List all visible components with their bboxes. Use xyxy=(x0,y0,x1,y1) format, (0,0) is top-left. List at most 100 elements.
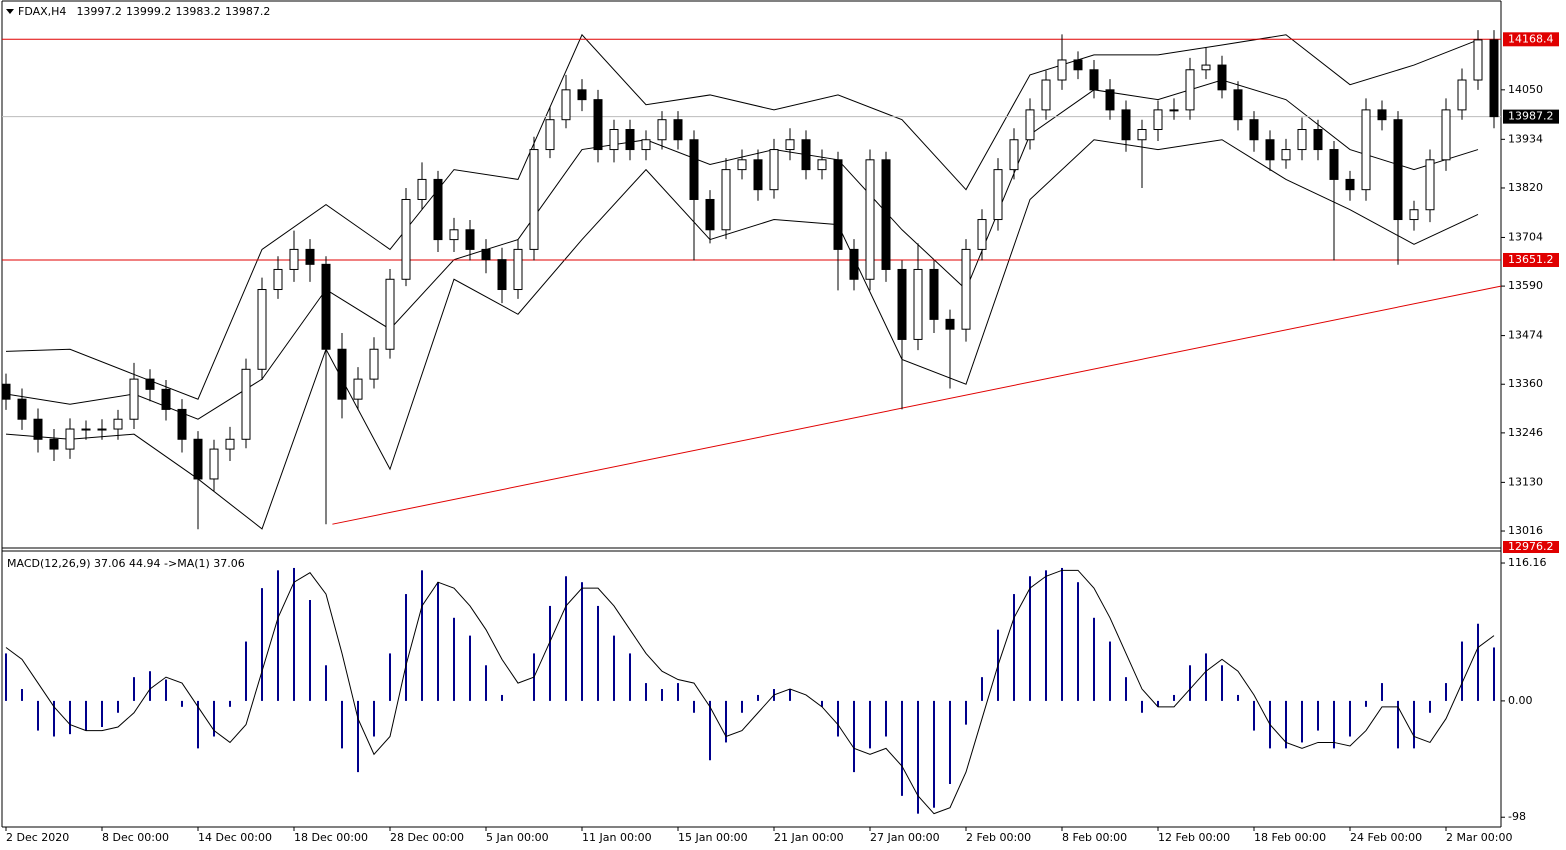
macd-bar xyxy=(421,570,423,701)
candle-body xyxy=(97,428,107,431)
symbol: FDAX,H4 xyxy=(18,5,66,18)
macd-bar xyxy=(5,653,7,701)
candle-body xyxy=(545,119,555,151)
macd-bar xyxy=(245,641,247,701)
candle-body xyxy=(1297,129,1307,151)
candle-body xyxy=(33,418,43,440)
macd-bar xyxy=(1301,700,1303,743)
macd-bar xyxy=(181,700,183,707)
header-value: 13999.2 xyxy=(126,5,172,18)
macd-bar xyxy=(1189,665,1191,701)
macd-bar xyxy=(645,683,647,701)
macd-bar xyxy=(1445,683,1447,701)
candle-body xyxy=(497,259,507,291)
macd-bar xyxy=(85,700,87,731)
macd-bar xyxy=(725,700,727,743)
macd-bar xyxy=(501,694,503,701)
y-tick-label: 0.00 xyxy=(1508,694,1533,707)
candle-body xyxy=(49,438,59,450)
macd-bar xyxy=(133,677,135,701)
macd-bar xyxy=(1205,653,1207,701)
candle-body xyxy=(897,268,907,340)
candle-body xyxy=(1233,89,1243,121)
macd-bar xyxy=(1221,665,1223,701)
macd-bar xyxy=(1029,576,1031,701)
macd-bar xyxy=(933,700,935,808)
candle-body xyxy=(353,378,363,400)
macd-bar xyxy=(789,689,791,701)
candle-body xyxy=(1457,79,1467,111)
candle-body xyxy=(385,278,395,350)
trendline xyxy=(332,285,1502,525)
y-tick-label: 13704 xyxy=(1508,230,1543,243)
candle-body xyxy=(1025,109,1035,141)
x-tick-label: 8 Dec 00:00 xyxy=(102,831,169,844)
candle-body xyxy=(561,89,571,121)
macd-bar xyxy=(949,700,951,784)
candle-body xyxy=(177,408,187,440)
macd-bar xyxy=(1413,700,1415,749)
candle-body xyxy=(801,139,811,171)
candle-body xyxy=(161,388,171,410)
y-tick-label: 13360 xyxy=(1508,377,1543,390)
macd-bar xyxy=(373,700,375,737)
macd-bar xyxy=(101,700,103,728)
candle-body xyxy=(481,248,491,261)
candle-body xyxy=(673,119,683,141)
candle-body xyxy=(273,268,283,291)
candle-body xyxy=(865,159,875,280)
candle-body xyxy=(1265,139,1275,161)
macd-bar xyxy=(197,700,199,749)
candle-body xyxy=(625,129,635,151)
candle-body xyxy=(1425,159,1435,211)
candle-body xyxy=(1153,109,1163,131)
candle-body xyxy=(657,119,667,141)
macd-bar xyxy=(229,700,231,707)
macd-bar xyxy=(53,700,55,737)
y-tick-label: 116.16 xyxy=(1508,556,1547,569)
bollinger-upper xyxy=(5,33,1479,400)
x-tick-label: 24 Feb 00:00 xyxy=(1350,831,1422,844)
header-value: 13983.2 xyxy=(175,5,221,18)
y-tick-label: 13590 xyxy=(1508,279,1543,292)
candle-body xyxy=(1361,109,1371,191)
macd-bar xyxy=(1253,700,1255,731)
macd-bar xyxy=(357,700,359,773)
price-level-label: 13987.2 xyxy=(1508,110,1554,123)
price-bound-box xyxy=(1503,541,1559,553)
candle-body xyxy=(609,129,619,151)
price-level-label: 13651.2 xyxy=(1508,253,1554,266)
candle-body xyxy=(593,99,603,151)
macd-bar xyxy=(1285,700,1287,749)
candle-body xyxy=(129,378,139,420)
candle-body xyxy=(65,428,75,450)
macd-bar xyxy=(597,605,599,701)
macd-bar xyxy=(1397,700,1399,749)
macd-bar xyxy=(741,700,743,713)
macd-bar xyxy=(293,567,295,701)
macd-bar xyxy=(117,700,119,713)
macd-label: MACD(12,26,9) 37.06 44.94 ->MA(1) 37.06 xyxy=(7,557,245,570)
macd-bar xyxy=(581,582,583,701)
candle-body xyxy=(1121,109,1131,141)
x-tick-label: 18 Feb 00:00 xyxy=(1254,831,1326,844)
macd-bar xyxy=(1365,700,1367,707)
macd-bar xyxy=(853,700,855,773)
macd-bar xyxy=(1141,700,1143,713)
candle-body xyxy=(289,248,299,270)
candle-body xyxy=(1281,149,1291,161)
candle-body xyxy=(1009,139,1019,171)
macd-bar xyxy=(837,700,839,737)
macd-bar xyxy=(341,700,343,749)
x-tick-label: 15 Jan 00:00 xyxy=(678,831,748,844)
candle-body xyxy=(1329,149,1339,180)
menu-triangle[interactable] xyxy=(6,9,14,14)
macd-bar xyxy=(869,700,871,749)
y-tick-label: -98 xyxy=(1508,810,1526,823)
signal-line xyxy=(5,569,1495,815)
candle-body xyxy=(913,268,923,340)
candle-body xyxy=(433,178,443,241)
macd-bar xyxy=(1013,594,1015,701)
